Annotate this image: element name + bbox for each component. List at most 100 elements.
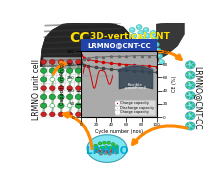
Circle shape xyxy=(58,86,64,91)
Circle shape xyxy=(155,43,157,45)
Circle shape xyxy=(190,67,192,68)
Circle shape xyxy=(137,26,140,27)
Circle shape xyxy=(187,62,191,65)
Circle shape xyxy=(115,145,118,148)
Circle shape xyxy=(110,149,114,153)
Circle shape xyxy=(190,97,192,99)
Circle shape xyxy=(146,55,148,56)
Circle shape xyxy=(185,61,195,69)
Circle shape xyxy=(192,64,194,66)
Circle shape xyxy=(190,72,192,74)
Circle shape xyxy=(158,55,160,56)
Circle shape xyxy=(187,116,189,118)
Line: Discharge capacity: Discharge capacity xyxy=(80,62,158,74)
Circle shape xyxy=(190,87,192,89)
Circle shape xyxy=(75,60,81,64)
Circle shape xyxy=(192,125,194,127)
Circle shape xyxy=(155,48,161,53)
Charge capacity xyxy=(133,64,135,66)
Circle shape xyxy=(138,30,144,35)
Circle shape xyxy=(187,106,189,108)
Circle shape xyxy=(67,112,72,117)
Charge capacity xyxy=(80,54,83,56)
Circle shape xyxy=(145,54,151,59)
Text: LRMNO@CNT-CC: LRMNO@CNT-CC xyxy=(87,42,151,48)
Circle shape xyxy=(122,74,125,76)
Circle shape xyxy=(75,112,81,117)
Circle shape xyxy=(41,103,47,108)
Circle shape xyxy=(140,36,146,41)
CE (%) xyxy=(140,54,143,57)
Circle shape xyxy=(187,83,189,85)
Circle shape xyxy=(50,60,55,64)
Circle shape xyxy=(151,52,153,53)
Circle shape xyxy=(58,68,64,73)
Circle shape xyxy=(153,42,159,47)
Text: LRMNO@CNT-CC: LRMNO@CNT-CC xyxy=(193,66,202,129)
Circle shape xyxy=(146,34,148,36)
Circle shape xyxy=(185,112,195,120)
CE (%) xyxy=(155,54,158,57)
Circle shape xyxy=(141,37,143,39)
Line: Charge capacity: Charge capacity xyxy=(80,54,158,68)
Circle shape xyxy=(159,60,165,64)
Circle shape xyxy=(109,146,112,149)
Circle shape xyxy=(148,40,150,42)
Circle shape xyxy=(190,117,192,119)
CE (%) xyxy=(83,58,86,60)
Circle shape xyxy=(124,74,127,76)
Circle shape xyxy=(136,51,142,56)
Circle shape xyxy=(67,104,72,108)
Circle shape xyxy=(192,94,194,96)
Circle shape xyxy=(98,142,102,145)
Circle shape xyxy=(144,49,146,50)
Circle shape xyxy=(139,57,141,59)
Charge capacity xyxy=(148,65,151,67)
Text: 3D-vertical CNT: 3D-vertical CNT xyxy=(90,32,170,41)
Discharge capacity xyxy=(155,71,158,74)
Polygon shape xyxy=(39,58,89,117)
Circle shape xyxy=(133,39,139,44)
Discharge capacity xyxy=(148,71,151,73)
Circle shape xyxy=(143,43,145,45)
Text: Li =: Li = xyxy=(131,71,145,77)
Circle shape xyxy=(141,42,147,47)
Circle shape xyxy=(50,112,55,117)
Circle shape xyxy=(190,77,192,78)
Polygon shape xyxy=(40,23,132,69)
Polygon shape xyxy=(87,135,127,162)
Circle shape xyxy=(134,40,136,42)
Circle shape xyxy=(102,141,106,144)
Discharge capacity xyxy=(87,65,90,67)
Circle shape xyxy=(146,39,153,44)
X-axis label: Cycle number (nos): Cycle number (nos) xyxy=(95,129,143,134)
CE (%) xyxy=(125,55,128,57)
Circle shape xyxy=(107,141,111,144)
Circle shape xyxy=(132,34,134,36)
Circle shape xyxy=(187,76,189,77)
Circle shape xyxy=(136,25,142,29)
Charge capacity xyxy=(110,62,112,64)
Circle shape xyxy=(50,104,55,108)
Circle shape xyxy=(190,102,192,104)
CE (%) xyxy=(117,55,120,57)
Circle shape xyxy=(130,28,133,30)
Circle shape xyxy=(108,152,112,155)
Charge capacity xyxy=(140,64,143,67)
Circle shape xyxy=(187,113,191,116)
CE (%) xyxy=(102,56,105,58)
Y-axis label: CE (%): CE (%) xyxy=(172,76,177,92)
Circle shape xyxy=(97,150,101,153)
Circle shape xyxy=(49,68,55,73)
Charge capacity xyxy=(117,63,120,65)
Circle shape xyxy=(67,68,73,73)
Circle shape xyxy=(190,61,192,63)
Circle shape xyxy=(113,147,117,151)
CE (%) xyxy=(110,55,112,57)
Circle shape xyxy=(187,93,191,96)
Circle shape xyxy=(187,127,189,128)
Circle shape xyxy=(187,123,191,126)
Charge capacity xyxy=(102,61,105,64)
Circle shape xyxy=(138,57,144,62)
Circle shape xyxy=(75,94,82,100)
